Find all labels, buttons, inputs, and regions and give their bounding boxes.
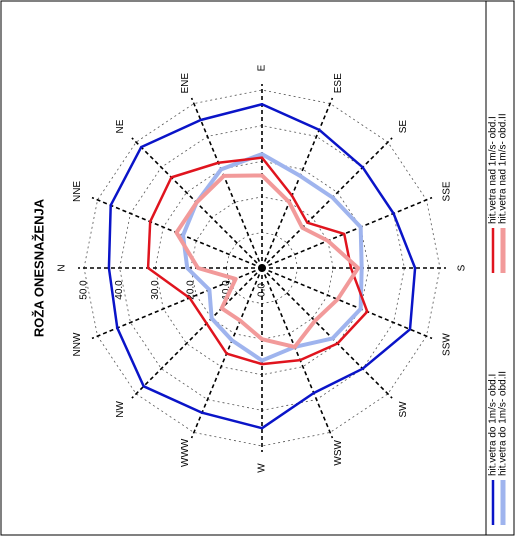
spoke [261, 137, 393, 269]
legend-label: hit.vetra nad 1m/s- obd.I [488, 116, 499, 224]
direction-label: WWW [180, 438, 191, 467]
direction-label: NNE [72, 181, 83, 202]
direction-label: S [457, 264, 468, 271]
spoke [261, 267, 393, 399]
direction-label: ESE [333, 73, 344, 93]
spoke [261, 267, 433, 340]
r-tick-label: 40.0 [114, 280, 125, 300]
legend-label: hit.vetra do 1m/s- obd.I [488, 374, 499, 476]
r-tick-label: 30.0 [150, 280, 161, 300]
grid-ring [154, 160, 370, 376]
direction-label: SW [398, 401, 409, 418]
direction-label: WSW [333, 439, 344, 465]
r-tick-label: 20.0 [185, 280, 196, 300]
direction-label: E [257, 64, 268, 71]
spoke [261, 267, 334, 439]
chart-title: ROŽA ONESNAŽENJA [31, 198, 46, 337]
direction-label: ENE [180, 73, 191, 94]
legend-label: hit.vetra do 1m/s- obd.II [498, 371, 509, 476]
direction-label: W [257, 463, 268, 473]
legend-label: hit.vetra nad 1m/s- obd.II [498, 113, 509, 224]
spoke [131, 267, 263, 399]
direction-label: N [57, 264, 68, 271]
direction-label: NE [115, 119, 126, 133]
spoke [261, 97, 334, 269]
series-line [107, 102, 417, 430]
r-tick-label: 50.0 [79, 280, 90, 300]
series-line [181, 152, 364, 363]
r-tick-label: 10.0 [221, 280, 232, 300]
spoke [190, 97, 263, 269]
direction-label: SE [398, 120, 409, 134]
direction-label: SSE [441, 181, 452, 201]
direction-label: NW [115, 401, 126, 418]
spoke [261, 196, 433, 269]
grid-ring [119, 125, 405, 411]
series-line [174, 173, 361, 349]
grid-ring [190, 196, 334, 340]
direction-label: NNW [72, 332, 83, 356]
series-line [146, 156, 369, 366]
direction-label: SSW [441, 333, 452, 356]
